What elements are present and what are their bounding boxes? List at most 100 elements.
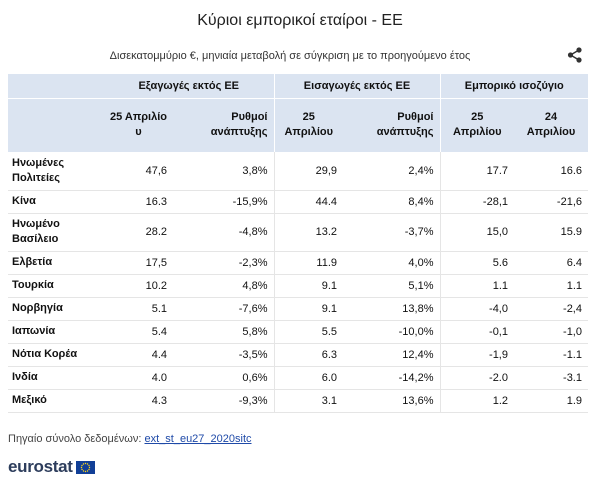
country-name: Ινδία <box>8 366 104 390</box>
country-name: Ηνωμένο Βασίλειο <box>8 213 104 252</box>
exports-value: 10.2 <box>104 274 173 298</box>
header-balance-current: 25 Απριλίου <box>439 98 514 152</box>
imports-growth: 4,0% <box>343 251 440 275</box>
exports-growth: 3,8% <box>173 152 274 191</box>
country-name: Ιαπωνία <box>8 320 104 344</box>
imports-growth: 13,8% <box>343 297 440 321</box>
exports-growth: -15,9% <box>173 190 274 214</box>
balance-previous: -3.1 <box>514 366 588 390</box>
exports-growth: -3,5% <box>173 343 274 367</box>
table-row: Ινδία 4.0 0,6% 6.0 -14,2% -2.0 -3.1 <box>8 366 588 390</box>
source-label: Πηγαίο σύνολο δεδομένων: <box>8 433 142 445</box>
header-sub-row: 25 Απριλίο υ Ρυθμοί ανάπτυξης 25 Απριλίο… <box>8 98 588 152</box>
exports-growth: 4,8% <box>173 274 274 298</box>
country-name: Κίνα <box>8 190 104 214</box>
country-name: Νορβηγία <box>8 297 104 321</box>
table-row: Ηνωμένες Πολιτείες 47,6 3,8% 29,9 2,4% 1… <box>8 152 588 191</box>
table-row: Ηνωμένο Βασίλειο 28.2 -4,8% 13.2 -3,7% 1… <box>8 213 588 252</box>
exports-value: 16.3 <box>104 190 173 214</box>
header-balance-previous: 24 Απριλίου <box>526 111 576 139</box>
balance-current: -1,9 <box>439 343 514 367</box>
header-empty-sub <box>8 98 104 152</box>
balance-current: 1.2 <box>439 389 514 413</box>
imports-value: 6.3 <box>273 343 343 367</box>
imports-value: 11.9 <box>273 251 343 275</box>
balance-current: 1.1 <box>439 274 514 298</box>
imports-growth: -3,7% <box>343 213 440 252</box>
balance-previous: 1.9 <box>514 389 588 413</box>
balance-current: -0,1 <box>439 320 514 344</box>
exports-value: 17,5 <box>104 251 173 275</box>
eurostat-logo: eurostat <box>8 457 95 477</box>
exports-value: 5.1 <box>104 297 173 321</box>
balance-previous: 16.6 <box>514 152 588 191</box>
header-exports-month: 25 Απριλίο υ <box>110 111 168 139</box>
exports-growth: 5,8% <box>173 320 274 344</box>
header-balance: Εμπορικό ισοζύγιο <box>439 74 588 99</box>
country-name: Νότια Κορέα <box>8 343 104 367</box>
imports-value: 44.4 <box>273 190 343 214</box>
balance-current: 15,0 <box>439 213 514 252</box>
imports-growth: 13,6% <box>343 389 440 413</box>
header-imports: Εισαγωγές εκτός ΕΕ <box>273 74 440 99</box>
header-empty <box>8 74 104 99</box>
eu-flag-icon <box>75 460 95 474</box>
header-imports-growth: Ρυθμοί ανάπτυξης <box>376 111 434 139</box>
imports-value: 3.1 <box>273 389 343 413</box>
balance-previous: 6.4 <box>514 251 588 275</box>
exports-growth: -2,3% <box>173 251 274 275</box>
header-exports-growth: Ρυθμοί ανάπτυξης <box>210 111 268 139</box>
header-imports-month: 25 Απριλίου <box>273 98 343 152</box>
country-name: Τουρκία <box>8 274 104 298</box>
exports-growth: 0,6% <box>173 366 274 390</box>
balance-previous: -1,0 <box>514 320 588 344</box>
balance-current: 17.7 <box>439 152 514 191</box>
imports-growth: -10,0% <box>343 320 440 344</box>
imports-value: 6.0 <box>273 366 343 390</box>
balance-current: -2.0 <box>439 366 514 390</box>
logo-text: eurostat <box>8 457 73 476</box>
exports-value: 47,6 <box>104 152 173 191</box>
imports-value: 5.5 <box>273 320 343 344</box>
balance-current: -28,1 <box>439 190 514 214</box>
country-name: Ηνωμένες Πολιτείες <box>8 152 104 191</box>
imports-value: 13.2 <box>273 213 343 252</box>
balance-previous: -1.1 <box>514 343 588 367</box>
header-exports: Εξαγωγές εκτός ΕΕ <box>104 74 274 99</box>
imports-growth: 12,4% <box>343 343 440 367</box>
exports-value: 4.4 <box>104 343 173 367</box>
imports-growth: -14,2% <box>343 366 440 390</box>
imports-growth: 2,4% <box>343 152 440 191</box>
country-name: Ελβετία <box>8 251 104 275</box>
table-row: Μεξικό 4.3 -9,3% 3.1 13,6% 1.2 1.9 <box>8 389 588 413</box>
exports-growth: -4,8% <box>173 213 274 252</box>
table-row: Ιαπωνία 5.4 5,8% 5.5 -10,0% -0,1 -1,0 <box>8 320 588 344</box>
exports-value: 28.2 <box>104 213 173 252</box>
exports-growth: -7,6% <box>173 297 274 321</box>
source-dataset-link[interactable]: ext_st_eu27_2020sitc <box>144 433 252 445</box>
source-note: Πηγαίο σύνολο δεδομένων: ext_st_eu27_202… <box>8 433 252 445</box>
imports-growth: 5,1% <box>343 274 440 298</box>
balance-previous: 15.9 <box>514 213 588 252</box>
exports-growth: -9,3% <box>173 389 274 413</box>
table-row: Νορβηγία 5.1 -7,6% 9.1 13,8% -4,0 -2,4 <box>8 297 588 321</box>
header-group-row: Εξαγωγές εκτός ΕΕ Εισαγωγές εκτός ΕΕ Εμπ… <box>8 74 588 99</box>
exports-value: 4.0 <box>104 366 173 390</box>
balance-current: 5.6 <box>439 251 514 275</box>
balance-previous: -2,4 <box>514 297 588 321</box>
table-row: Ελβετία 17,5 -2,3% 11.9 4,0% 5.6 6.4 <box>8 251 588 275</box>
share-icon[interactable] <box>566 46 584 64</box>
table-row: Τουρκία 10.2 4,8% 9.1 5,1% 1.1 1.1 <box>8 274 588 298</box>
balance-current: -4,0 <box>439 297 514 321</box>
imports-value: 29,9 <box>273 152 343 191</box>
imports-value: 9.1 <box>273 297 343 321</box>
chart-subtitle: Δισεκατομμύριο €, μηνιαία μεταβολή σε σύ… <box>109 50 471 62</box>
exports-value: 5.4 <box>104 320 173 344</box>
table-row: Κίνα 16.3 -15,9% 44.4 8,4% -28,1 -21,6 <box>8 190 588 214</box>
country-name: Μεξικό <box>8 389 104 413</box>
balance-previous: -21,6 <box>514 190 588 214</box>
imports-growth: 8,4% <box>343 190 440 214</box>
balance-previous: 1.1 <box>514 274 588 298</box>
trade-partners-table: Εξαγωγές εκτός ΕΕ Εισαγωγές εκτός ΕΕ Εμπ… <box>8 74 588 413</box>
imports-value: 9.1 <box>273 274 343 298</box>
